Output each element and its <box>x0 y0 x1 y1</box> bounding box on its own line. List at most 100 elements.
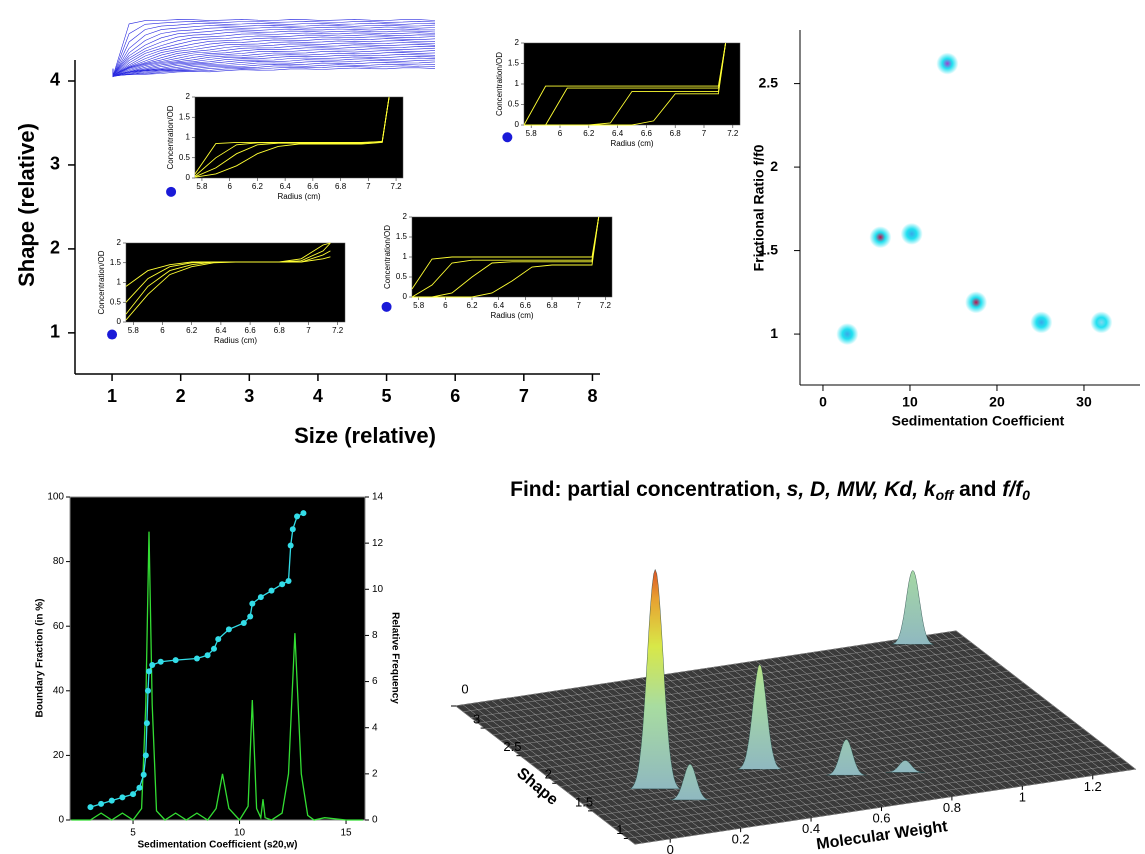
peak-group <box>826 739 867 776</box>
inset-curve <box>412 216 600 298</box>
scan-decoration <box>112 47 436 77</box>
inset-x-tick-label: 6.4 <box>612 129 624 138</box>
series-point <box>142 752 149 759</box>
inset-y-label: Concentration/OD <box>495 52 504 116</box>
mesh-line <box>620 757 1121 833</box>
inset-curve <box>524 42 727 126</box>
inset-y-tick-label: 1 <box>403 252 408 261</box>
scan-decoration <box>112 57 436 77</box>
y-tick-label: 20 <box>53 750 65 761</box>
scan-decoration <box>112 46 436 78</box>
peak <box>891 570 935 645</box>
inset-x-tick-label: 7.2 <box>332 326 344 335</box>
scan-decoration <box>112 52 436 76</box>
inset-y-tick-label: 1.5 <box>508 59 520 68</box>
y2-tick-label: 8 <box>372 630 378 641</box>
series-point <box>279 581 286 588</box>
scan-decoration <box>112 26 436 77</box>
inset-curve <box>194 96 390 178</box>
inset-y-tick-label: 2 <box>515 38 520 47</box>
inset-x-tick-label: 7 <box>306 326 311 335</box>
y-tick-label: 3 <box>50 154 60 174</box>
y2-axis-label: Relative Frequency <box>389 612 400 704</box>
series-point <box>143 720 150 727</box>
inset-x-tick-label: 7 <box>576 301 581 310</box>
x-tick-label: 8 <box>587 386 597 406</box>
series-point <box>172 657 179 664</box>
inset-x-tick-label: 6.6 <box>520 301 532 310</box>
x-axis-label: Sedimentation Coefficient <box>892 413 1065 429</box>
peak-group <box>737 663 782 770</box>
y-tick-label: 2.5 <box>759 74 779 90</box>
inset-x-tick-label: 6.2 <box>583 129 595 138</box>
inset-x-tick-label: 7.2 <box>391 182 403 191</box>
series-point <box>193 655 200 662</box>
headline-text: Find: partial concentration, <box>510 478 787 501</box>
inset-x-tick-label: 6.4 <box>280 182 292 191</box>
series-point <box>108 797 115 804</box>
mesh-line <box>455 630 957 707</box>
inset-plot-area <box>125 242 346 323</box>
mesh-line <box>627 763 1128 839</box>
series-point <box>146 668 153 675</box>
peak <box>669 763 711 801</box>
y-tick-label: 100 <box>47 492 64 503</box>
series-line <box>71 531 364 822</box>
scan-decoration <box>112 30 436 77</box>
y-tick-label: 1.5 <box>759 241 779 257</box>
series-point <box>300 510 307 517</box>
inset-y-tick-label: 0 <box>403 292 408 301</box>
scan-decoration <box>112 20 436 77</box>
mesh-line <box>530 688 1031 764</box>
series-point <box>215 636 222 643</box>
mesh-line <box>485 653 986 730</box>
sed-point <box>1030 311 1053 334</box>
mesh-line <box>523 682 1024 758</box>
x-tick-label: 0.6 <box>872 810 890 825</box>
inset-x-tick-label: 6.4 <box>493 301 505 310</box>
inset-y-tick-label: 1 <box>515 79 520 88</box>
series-point <box>144 687 151 694</box>
scan-decoration <box>112 65 436 76</box>
series-point <box>294 513 301 520</box>
inset-x-label: Radius (cm) <box>214 336 257 345</box>
inset-x-tick-label: 6.8 <box>670 129 682 138</box>
x-tick-label: 10 <box>234 828 246 839</box>
scan-decoration <box>112 24 436 78</box>
series-point <box>225 626 232 633</box>
y-tick-label: 1.5 <box>575 794 593 809</box>
inset-x-label: Radius (cm) <box>610 139 653 148</box>
x-tick-label: 15 <box>340 828 352 839</box>
scan-decoration <box>112 22 436 77</box>
inset-x-tick-label: 5.8 <box>128 326 140 335</box>
sed-point <box>936 52 959 75</box>
x-tick-label: 4 <box>313 386 323 406</box>
series-point <box>140 771 147 778</box>
mesh-line <box>470 642 971 718</box>
inset-y-tick-label: 1 <box>117 278 122 287</box>
inset-x-tick-label: 6.8 <box>335 182 347 191</box>
inset-y-tick-label: 0.5 <box>508 100 520 109</box>
y-tick-label: 2.5 <box>503 739 521 754</box>
series-point <box>130 791 137 798</box>
series-point <box>210 645 217 652</box>
mesh-line <box>538 694 1039 770</box>
scan-decoration <box>112 53 436 76</box>
peak-group <box>629 568 681 790</box>
mesh-line <box>545 699 1046 776</box>
series-point <box>289 526 296 533</box>
size-shape-point <box>381 301 392 312</box>
peak <box>737 663 782 770</box>
mesh-line <box>605 745 1106 822</box>
peak-group <box>885 760 925 773</box>
scan-decoration <box>112 19 436 77</box>
y-axis-label: Boundary Fraction (in %) <box>35 599 46 718</box>
headline-text: s, D, MW, Kd, k <box>787 478 937 501</box>
inset-y-tick-label: 0 <box>117 317 122 326</box>
inset-curve <box>411 216 600 298</box>
inset-y-tick-label: 2 <box>117 238 122 247</box>
inset-y-tick-label: 2 <box>403 212 408 221</box>
y-tick-label: 40 <box>53 685 65 696</box>
plot-area <box>69 496 366 821</box>
